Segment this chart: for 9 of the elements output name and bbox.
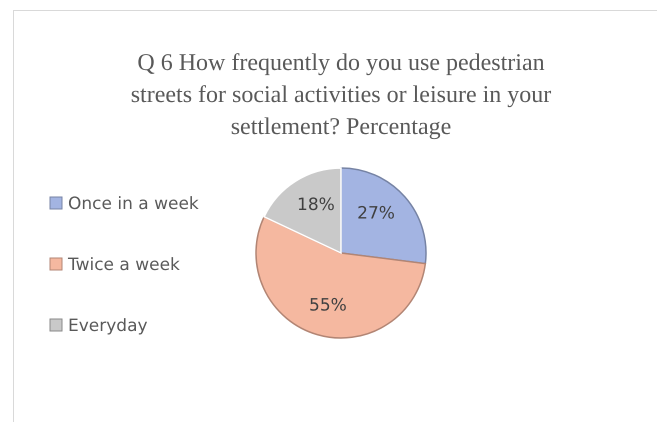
legend-label: Everyday (68, 316, 148, 336)
legend-label: Twice a week (67, 255, 180, 275)
data-label: 18% (297, 195, 335, 216)
legend-label: Once in a week (68, 194, 199, 214)
chart-title: Q 6 How frequently do you use pedestrian streets for social activities or leisure in your settlement? Percentage (130, 50, 552, 140)
data-label: 27% (357, 204, 395, 224)
pie-slice (340, 167, 427, 264)
pie-slice (263, 167, 342, 254)
data-label: 55% (309, 296, 347, 316)
